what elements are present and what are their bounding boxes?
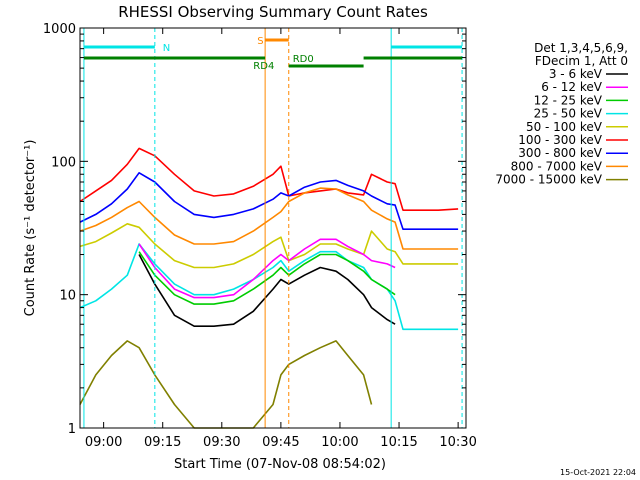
legend-label: 12 - 25 keV [534,93,603,107]
x-tick-label: 09:00 [85,435,122,450]
series-line-1 [138,254,396,327]
x-tick-label: 09:30 [203,435,240,450]
y-tick-label: 1000 [43,22,76,37]
series-line-2 [138,238,396,299]
y-tick-label: 100 [51,155,76,170]
plot-frame [79,27,467,429]
night-flag-label: N [163,43,170,54]
x-tick-label: 09:15 [144,435,181,450]
y-tick-label: 10 [59,289,76,304]
legend-label: 300 - 800 keV [518,146,602,160]
series-line-6 [79,147,459,211]
legend-label: 25 - 50 keV [534,107,603,121]
plot-area [79,147,459,429]
x-tick-label: 10:15 [380,435,417,450]
timestamp: 15-Oct-2021 22:04 [560,468,636,477]
x-axis-label: Start Time (07-Nov-08 08:54:02) [174,457,386,472]
series-line-5 [79,223,459,269]
x-tick-label: 10:00 [321,435,358,450]
legend-label: 50 - 100 keV [526,120,603,134]
flag-area: N S RD4 RD0 [83,28,463,428]
legend-label: 7000 - 15000 keV [495,173,602,187]
legend-header: Det 1,3,4,5,6,9, [534,41,628,55]
x-tick-label: 09:45 [262,435,299,450]
saa-flag-label: S [257,36,263,47]
series-line-8 [79,187,459,250]
chart-title: RHESSI Observing Summary Count Rates [118,3,428,21]
x-tick-label: 10:30 [439,435,476,450]
axes: 09:00 09:15 09:30 09:45 10:00 10:15 10:30 1 10 10… [43,22,477,450]
legend-label: 800 - 7000 keV [511,159,603,173]
legend-label: 3 - 6 keV [549,67,603,81]
series-line-7 [79,172,459,230]
legend-label: 100 - 300 keV [518,133,602,147]
legend-header: FDecim 1, Att 0 [535,54,628,68]
legend-label: 6 - 12 keV [541,80,603,94]
legend: Det 1,3,4,5,6,9,FDecim 1, Att 03 - 6 keV… [495,41,628,187]
y-axis-label: Count Rate (s⁻¹ detector⁻¹) [23,140,38,317]
rd0-flag-label: RD0 [293,54,314,65]
rd4-flag-label: RD4 [253,61,274,72]
series-line-3 [138,251,396,305]
y-tick-label: 1 [68,422,76,437]
